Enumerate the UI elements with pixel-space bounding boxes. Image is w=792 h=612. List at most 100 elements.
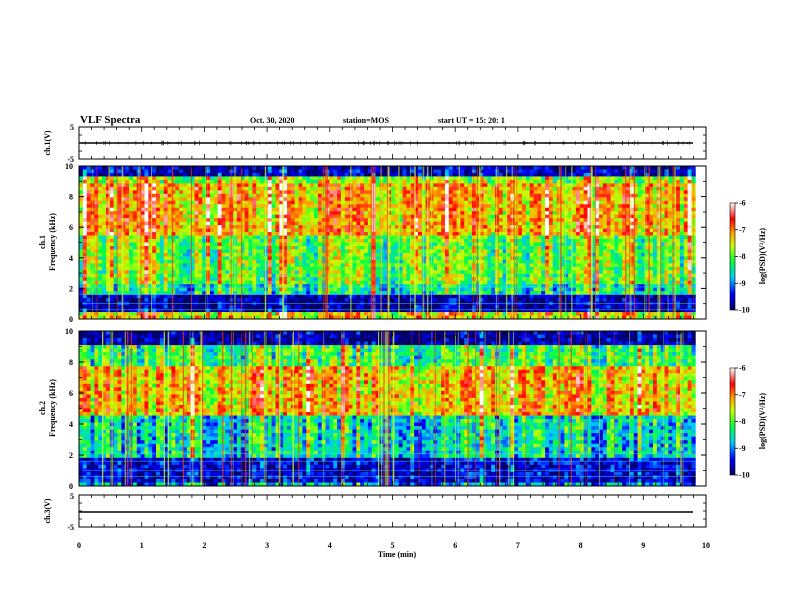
spectrogram-cell [102, 207, 107, 212]
spectrogram-cell [294, 245, 299, 250]
spectrogram-cell [522, 172, 527, 177]
spectrogram-cell [568, 228, 573, 233]
spectrogram-cell [167, 197, 172, 202]
spectrogram-cell [591, 207, 596, 212]
spectrogram-cell [206, 249, 211, 254]
spectrogram-cell [433, 172, 438, 177]
spectrogram-cell [206, 270, 211, 275]
spectrogram-cell [464, 169, 469, 174]
spectrogram-cell [302, 235, 307, 240]
spectrogram-cell [206, 242, 211, 247]
spectrogram-cell [82, 211, 88, 216]
spectrogram-cell [290, 193, 296, 198]
spectrogram-cell [545, 266, 550, 271]
spectrogram-cell [202, 183, 207, 188]
spectrogram-cell [186, 270, 192, 275]
spectrogram-cell [290, 266, 296, 271]
spectrogram-cell [121, 270, 126, 275]
spectrogram-cell [206, 197, 211, 202]
spectrogram-cell [506, 228, 511, 233]
spectrogram-cell [556, 245, 561, 250]
spectrogram-cell [491, 200, 496, 205]
spectrogram-cell [575, 190, 581, 195]
spectrogram-cell [545, 214, 550, 219]
spectrogram-cell [683, 211, 688, 216]
spectrogram-cell [583, 166, 588, 170]
spectrogram-cell [441, 228, 446, 233]
spectrogram-cell [252, 193, 257, 198]
spectrogram-cell [321, 197, 326, 202]
spectrogram-cell [479, 179, 484, 184]
spectrogram-cell [602, 218, 608, 222]
spectrogram-cell [414, 232, 419, 236]
spectrogram-cell [375, 200, 380, 205]
spectrogram-cell [514, 249, 519, 254]
spectrogram-cell [260, 239, 265, 243]
spectrogram-cell [471, 190, 477, 195]
spectrogram-cell [679, 249, 685, 254]
spectrogram-cell [487, 221, 492, 226]
spectrogram-cell [248, 211, 253, 216]
spectrogram-cell [479, 221, 484, 226]
spectrogram-cell [271, 176, 276, 181]
spectrogram-cell [294, 172, 299, 177]
spectrogram-cell [333, 252, 338, 257]
spectrogram-cell [344, 183, 349, 188]
spectrogram-cell [479, 228, 484, 233]
spectrogram-cell [313, 252, 319, 257]
spectrogram-cell [483, 172, 488, 177]
spectrogram-cell [602, 266, 608, 271]
spectrogram-cell [660, 232, 665, 236]
spectrogram-cell [676, 256, 681, 261]
spectrogram-cell [633, 172, 638, 177]
spectrogram-cell [433, 249, 438, 254]
spectrogram-cell [198, 193, 203, 198]
spectrogram-cell [629, 183, 635, 188]
spectrogram-cell [533, 169, 538, 174]
spectrogram-cell [475, 256, 480, 261]
spectrogram-cell [410, 221, 415, 226]
spectrogram-cell [271, 190, 276, 195]
spectrogram-cell [460, 225, 465, 229]
spectrogram-cell [414, 266, 419, 271]
spectrogram-cell [352, 242, 357, 247]
spectrogram-cell [645, 266, 650, 271]
spectrogram-cell [575, 239, 581, 243]
spectrogram-cell [294, 211, 299, 216]
spectrogram-cell [125, 204, 130, 209]
spectrogram-cell [487, 179, 492, 184]
spectrogram-cell [656, 228, 662, 233]
spectrogram-cell [498, 249, 504, 254]
spectrogram-cell [113, 256, 118, 261]
spectrogram-cell [186, 172, 192, 177]
spectrogram-cell [522, 225, 527, 229]
spectrogram-cell [310, 176, 315, 181]
spectrogram-cell [275, 166, 280, 170]
spectrogram-cell [109, 259, 115, 264]
spectrogram-cell [86, 263, 91, 268]
spectrogram-cell [441, 263, 446, 268]
spectrogram-cell [283, 245, 288, 250]
spectrogram-cell [668, 211, 673, 216]
spectrogram-cell [302, 179, 307, 184]
spectrogram-cell [240, 166, 245, 170]
spectrogram-cell [140, 263, 145, 268]
spectrogram-cell [344, 245, 349, 250]
spectrogram-cell [495, 263, 500, 268]
spectrogram-cell [337, 190, 342, 195]
spectrogram-cell [375, 245, 380, 250]
spectrogram-cell [591, 169, 596, 174]
spectrogram-cell [340, 221, 346, 226]
spectrogram-cell [602, 197, 608, 202]
spectrogram-cell [691, 207, 696, 212]
spectrogram-cell [267, 183, 272, 188]
spectrogram-cell [90, 239, 95, 243]
spectrogram-cell [113, 211, 118, 216]
spectrogram-cell [618, 193, 623, 198]
spectrogram-cell [298, 259, 303, 264]
spectrogram-cell [132, 256, 138, 261]
spectrogram-cell [175, 249, 180, 254]
spectrogram-cell [360, 207, 365, 212]
spectrogram-cell [394, 259, 400, 264]
spectrogram-cell [468, 218, 473, 222]
